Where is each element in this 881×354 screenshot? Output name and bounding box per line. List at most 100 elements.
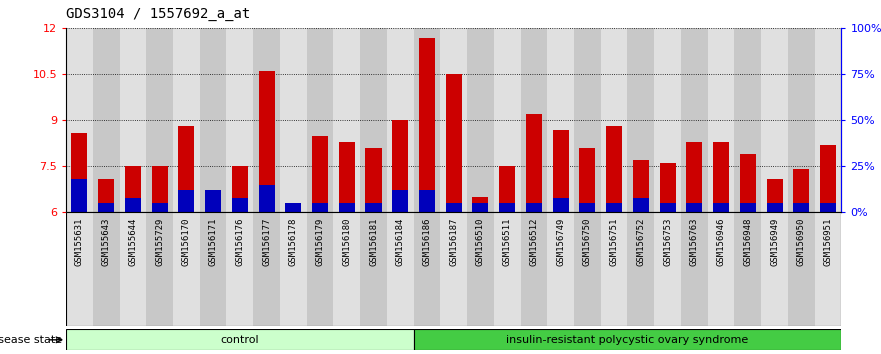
Bar (820, 203, 836, 212)
Bar (766, 203, 782, 212)
Bar (494, 212, 521, 326)
Bar (387, 212, 413, 326)
Bar (93, 28, 120, 212)
Bar (740, 203, 756, 212)
Bar (307, 28, 333, 212)
Bar (146, 28, 173, 212)
Bar (655, 28, 681, 212)
Text: GSM156949: GSM156949 (770, 218, 779, 267)
Bar (552, 198, 568, 212)
Bar (580, 148, 596, 212)
Bar (333, 212, 360, 326)
Bar (152, 166, 167, 212)
Text: GSM156950: GSM156950 (796, 218, 806, 267)
Bar (312, 136, 328, 212)
Text: GSM156181: GSM156181 (369, 218, 378, 267)
Text: GSM155644: GSM155644 (129, 218, 137, 267)
Bar (627, 212, 655, 326)
Text: GSM156187: GSM156187 (449, 218, 458, 267)
Bar (815, 28, 841, 212)
Text: GSM156176: GSM156176 (235, 218, 244, 267)
Text: GSM156510: GSM156510 (476, 218, 485, 267)
Bar (521, 28, 547, 212)
Bar (707, 28, 735, 212)
Text: GSM156948: GSM156948 (744, 218, 752, 267)
Bar (526, 203, 542, 212)
Bar (200, 212, 226, 326)
Bar (360, 212, 387, 326)
Bar (547, 212, 574, 326)
Bar (521, 212, 547, 326)
Bar (232, 166, 248, 212)
Bar (552, 130, 568, 212)
Bar (360, 28, 387, 212)
Bar (285, 203, 301, 212)
Bar (152, 203, 167, 212)
Text: GSM156763: GSM156763 (690, 218, 699, 267)
Bar (526, 114, 542, 212)
Bar (735, 28, 761, 212)
Bar (413, 28, 440, 212)
Bar (707, 212, 735, 326)
Bar (713, 142, 729, 212)
Bar (580, 203, 596, 212)
Bar (655, 212, 681, 326)
Bar (200, 28, 226, 212)
Bar (253, 212, 280, 326)
Bar (333, 28, 360, 212)
Bar (413, 212, 440, 326)
Bar (446, 203, 462, 212)
Bar (686, 203, 702, 212)
Bar (120, 212, 146, 326)
Bar (440, 28, 467, 212)
Text: GSM156752: GSM156752 (636, 218, 646, 267)
Bar (226, 212, 253, 326)
Bar (681, 28, 707, 212)
Bar (467, 212, 494, 326)
Text: GSM155729: GSM155729 (155, 218, 164, 267)
Text: control: control (220, 335, 259, 345)
Text: GSM156177: GSM156177 (262, 218, 271, 267)
Bar (392, 190, 408, 212)
Bar (686, 142, 702, 212)
Text: GSM156178: GSM156178 (289, 218, 298, 267)
Bar (280, 28, 307, 212)
Bar (413, 329, 841, 350)
Text: GSM156751: GSM156751 (610, 218, 618, 267)
Bar (339, 203, 355, 212)
Bar (392, 120, 408, 212)
Bar (494, 28, 521, 212)
Bar (419, 38, 435, 212)
Text: GSM156749: GSM156749 (556, 218, 565, 267)
Bar (66, 212, 93, 326)
Bar (660, 203, 676, 212)
Bar (98, 203, 115, 212)
Bar (815, 212, 841, 326)
Bar (761, 212, 788, 326)
Bar (446, 74, 462, 212)
Bar (226, 28, 253, 212)
Bar (258, 71, 275, 212)
Bar (173, 28, 200, 212)
Bar (205, 197, 221, 212)
Text: GSM155631: GSM155631 (75, 218, 84, 267)
Text: GSM156186: GSM156186 (423, 218, 432, 267)
Bar (740, 154, 756, 212)
Text: GSM156753: GSM156753 (663, 218, 672, 267)
Text: GSM155643: GSM155643 (101, 218, 111, 267)
Bar (601, 212, 627, 326)
Bar (71, 179, 87, 212)
Bar (574, 28, 601, 212)
Bar (366, 148, 381, 212)
Bar (601, 28, 627, 212)
Bar (232, 198, 248, 212)
Bar (258, 185, 275, 212)
Bar (125, 198, 141, 212)
Bar (178, 126, 195, 212)
Bar (788, 28, 815, 212)
Bar (387, 28, 413, 212)
Bar (660, 163, 676, 212)
Bar (467, 28, 494, 212)
Bar (633, 160, 649, 212)
Bar (472, 197, 488, 212)
